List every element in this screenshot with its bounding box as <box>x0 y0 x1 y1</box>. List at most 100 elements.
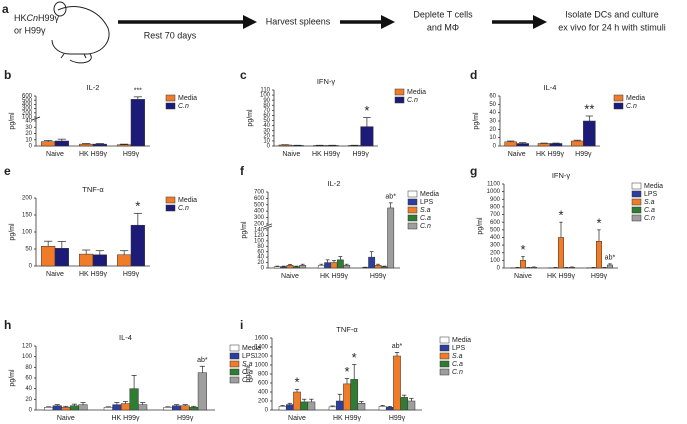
y-tick-label: 60 <box>25 376 32 382</box>
y-tick-label: 10 <box>489 135 496 141</box>
x-tick-label: HK H99γ <box>536 151 565 158</box>
step-label: Rest 70 days <box>144 30 197 40</box>
bar <box>330 262 338 269</box>
bar <box>343 265 351 269</box>
y-tick-label: 200 <box>22 196 33 202</box>
x-tick-label: H99γ <box>123 271 140 278</box>
legend-label: C.a <box>644 207 655 214</box>
legend-label: C.a <box>420 215 431 222</box>
y-tick-label: 100 <box>22 115 33 121</box>
x-tick-label: Naive <box>508 151 526 158</box>
y-tick-label: 40 <box>25 119 32 125</box>
y-tick-label: 120 <box>254 233 265 239</box>
x-tick-label: HK H99γ <box>79 151 108 158</box>
text: HK <box>14 13 27 23</box>
panel-label: a <box>2 2 9 16</box>
x-tick-label: Naive <box>288 415 306 422</box>
y-tick-label: 400 <box>490 235 501 241</box>
y-tick-label: 100 <box>260 93 271 99</box>
bar <box>393 355 401 411</box>
legend-label: C.a <box>452 361 463 368</box>
workflow-diagram: a HKCnH99γ or H99γ Rest 70 days Harvest … <box>2 1 666 64</box>
y-tick-label: 1100 <box>487 182 501 188</box>
y-tick-label: 300 <box>254 215 265 221</box>
bar <box>335 400 344 411</box>
bar <box>328 406 337 411</box>
bar <box>336 259 344 269</box>
chart-title: TNF-α <box>82 185 104 194</box>
x-tick-label: Naive <box>57 415 75 422</box>
bar <box>374 265 382 269</box>
y-tick-label: 60 <box>489 94 496 100</box>
bar <box>78 404 88 411</box>
significance-label: *** <box>134 88 142 95</box>
bar <box>92 143 107 147</box>
bar <box>52 405 62 411</box>
bar <box>400 397 409 411</box>
axis-break <box>263 223 273 228</box>
x-tick-label: H99γ <box>177 415 194 422</box>
y-tick-label: 100 <box>22 354 33 360</box>
legend-swatch <box>631 198 642 206</box>
legend-swatch <box>439 360 450 368</box>
y-tick-label: 900 <box>490 197 501 203</box>
chart-panel: e TNF-α pg/ml 0 50 100 150 200 Naive HK H99γ H99γ *… <box>4 164 197 278</box>
x-tick-label: HK H99γ <box>111 415 140 422</box>
panel-label: i <box>240 318 243 332</box>
bar <box>163 407 173 411</box>
significance-label: * <box>135 199 140 214</box>
bar <box>41 141 56 147</box>
legend-label: Media <box>178 95 197 102</box>
y-tick-label: 20 <box>257 260 264 266</box>
chart-title: IFN-γ <box>317 77 336 86</box>
bar <box>285 404 294 411</box>
legend-label: Media <box>242 345 261 352</box>
legend-label: C.n <box>178 103 189 110</box>
bar <box>368 256 376 269</box>
legend-label: C.n <box>420 223 431 230</box>
bar <box>197 372 207 411</box>
significance-label: * <box>520 242 525 257</box>
bar <box>549 143 563 147</box>
bar <box>92 254 107 267</box>
significance-label: ** <box>584 101 594 116</box>
bar <box>112 404 122 411</box>
x-tick-label: H99γ <box>575 151 592 158</box>
bar <box>343 383 351 411</box>
y-tick-label: 40 <box>263 123 270 129</box>
bar <box>571 140 584 147</box>
bar <box>41 246 56 267</box>
panel-label: b <box>4 68 11 82</box>
y-axis-title: pg/ml <box>241 221 248 239</box>
legend-label: S.a <box>242 361 253 368</box>
y-tick-label: 20 <box>263 133 270 139</box>
step-label: Isolate DCs and culture <box>565 9 659 19</box>
bar <box>54 248 69 267</box>
axis-break <box>31 116 41 121</box>
legend-label: Media <box>644 183 663 190</box>
legend-label: S.a <box>644 199 655 206</box>
chart-panel: i TNF-α pg/ml 0 200 400 600 800 1000 1200 1400 1600… <box>240 318 471 422</box>
legend-label: C.n <box>644 215 655 222</box>
y-tick-label: 120 <box>22 344 33 350</box>
x-tick-label: HK H99γ <box>333 415 362 422</box>
x-tick-label: HK H99γ <box>320 273 349 280</box>
legend-swatch <box>229 376 240 384</box>
legend-swatch <box>229 360 240 368</box>
bar <box>69 405 79 411</box>
significance-label: * <box>294 375 299 390</box>
legend-swatch <box>407 198 418 206</box>
legend-swatch <box>613 94 624 102</box>
legend-swatch <box>407 214 418 222</box>
y-tick-label: 700 <box>254 190 265 196</box>
x-tick-label: H99γ <box>352 151 369 158</box>
legend-label: LPS <box>242 353 256 360</box>
x-tick-label: H99γ <box>389 415 406 422</box>
bar <box>79 253 94 267</box>
x-tick-label: Naive <box>46 151 64 158</box>
y-tick-label: 50 <box>263 118 270 124</box>
legend-swatch <box>631 190 642 198</box>
step-label: Deplete T cells <box>413 9 473 19</box>
